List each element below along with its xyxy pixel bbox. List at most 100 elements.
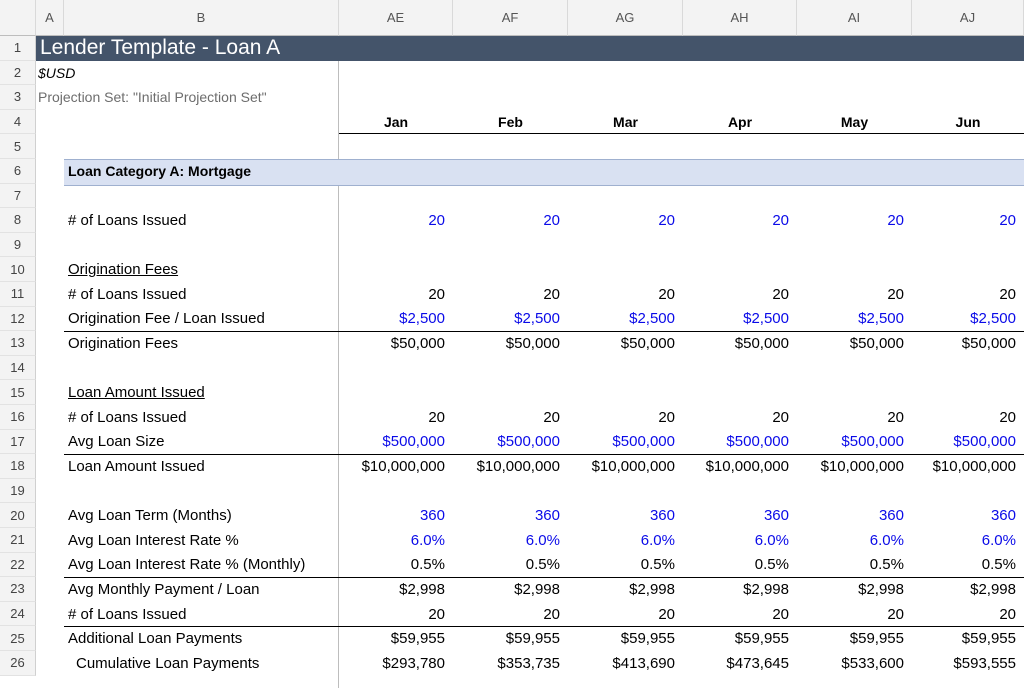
- value-avg-monthly-payment-mar[interactable]: $2,998: [629, 580, 675, 598]
- value-orig-fee-per-loan-jan[interactable]: $2,500: [399, 310, 445, 328]
- row-header-11[interactable]: 11: [0, 282, 36, 307]
- month-header-jan[interactable]: Jan: [383, 114, 409, 131]
- value-loan-amount-issued-may[interactable]: $10,000,000: [820, 457, 904, 475]
- value-additional-payments-may[interactable]: $59,955: [849, 630, 904, 648]
- value-orig-fee-per-loan-feb[interactable]: $2,500: [514, 310, 560, 328]
- value-pay-loans-issued-apr[interactable]: 20: [772, 605, 789, 623]
- value-cumulative-payments-jun[interactable]: $593,555: [953, 654, 1016, 672]
- label-additional-payments[interactable]: Additional Loan Payments: [68, 630, 243, 648]
- label-amt-loans-issued[interactable]: # of Loans Issued: [68, 408, 187, 426]
- projection-set-label[interactable]: Projection Set: "Initial Projection Set": [38, 89, 267, 106]
- value-additional-payments-jan[interactable]: $59,955: [390, 630, 445, 648]
- value-avg-loan-size-may[interactable]: $500,000: [841, 433, 904, 451]
- row-header-8[interactable]: 8: [0, 208, 36, 233]
- value-avg-interest-rate-feb[interactable]: 6.0%: [525, 531, 560, 549]
- value-orig-loans-issued-mar[interactable]: 20: [658, 285, 675, 303]
- column-header-ag[interactable]: AG: [568, 0, 683, 36]
- value-avg-loan-term-mar[interactable]: 360: [649, 507, 675, 525]
- value-cumulative-payments-jan[interactable]: $293,780: [382, 654, 445, 672]
- value-orig-fee-per-loan-mar[interactable]: $2,500: [629, 310, 675, 328]
- column-header-b[interactable]: B: [64, 0, 339, 36]
- value-avg-interest-rate-monthly-jun[interactable]: 0.5%: [981, 556, 1016, 574]
- value-pay-loans-issued-jan[interactable]: 20: [428, 605, 445, 623]
- label-cumulative-payments[interactable]: Cumulative Loan Payments: [76, 654, 260, 672]
- value-loans-issued-input-feb[interactable]: 20: [543, 211, 560, 229]
- row-header-23[interactable]: 23: [0, 577, 36, 602]
- row-header-20[interactable]: 20: [0, 503, 36, 528]
- row-header-25[interactable]: 25: [0, 626, 36, 651]
- value-amt-loans-issued-mar[interactable]: 20: [658, 408, 675, 426]
- value-loan-amount-issued-feb[interactable]: $10,000,000: [476, 457, 560, 475]
- value-amt-loans-issued-jan[interactable]: 20: [428, 408, 445, 426]
- value-avg-interest-rate-apr[interactable]: 6.0%: [754, 531, 789, 549]
- row-header-14[interactable]: 14: [0, 355, 36, 381]
- value-avg-interest-rate-monthly-apr[interactable]: 0.5%: [754, 556, 789, 574]
- value-additional-payments-apr[interactable]: $59,955: [734, 630, 789, 648]
- currency-label[interactable]: $USD: [38, 64, 76, 81]
- column-header-af[interactable]: AF: [453, 0, 568, 36]
- value-cumulative-payments-apr[interactable]: $473,645: [726, 654, 789, 672]
- value-orig-loans-issued-may[interactable]: 20: [887, 285, 904, 303]
- row-header-2[interactable]: 2: [0, 60, 36, 86]
- value-orig-fee-per-loan-jun[interactable]: $2,500: [970, 310, 1016, 328]
- label-loans-issued-input[interactable]: # of Loans Issued: [68, 211, 187, 229]
- value-orig-loans-issued-jan[interactable]: 20: [428, 285, 445, 303]
- column-header-ah[interactable]: AH: [683, 0, 797, 36]
- month-header-feb[interactable]: Feb: [498, 114, 523, 131]
- value-orig-loans-issued-jun[interactable]: 20: [999, 285, 1016, 303]
- value-loan-amount-issued-apr[interactable]: $10,000,000: [705, 457, 789, 475]
- value-orig-loans-issued-apr[interactable]: 20: [772, 285, 789, 303]
- row-header-13[interactable]: 13: [0, 331, 36, 356]
- month-header-apr[interactable]: Apr: [727, 114, 753, 131]
- value-amt-loans-issued-apr[interactable]: 20: [772, 408, 789, 426]
- value-orig-fee-per-loan-may[interactable]: $2,500: [858, 310, 904, 328]
- row-header-1[interactable]: 1: [0, 36, 36, 61]
- value-orig-fee-per-loan-apr[interactable]: $2,500: [743, 310, 789, 328]
- category-title[interactable]: Loan Category A: Mortgage: [68, 163, 252, 180]
- value-orig-fees-may[interactable]: $50,000: [849, 334, 904, 352]
- section-header-loan-amount-header[interactable]: Loan Amount Issued: [68, 384, 205, 402]
- value-amt-loans-issued-jun[interactable]: 20: [999, 408, 1016, 426]
- value-cumulative-payments-mar[interactable]: $413,690: [612, 654, 675, 672]
- value-additional-payments-mar[interactable]: $59,955: [620, 630, 675, 648]
- row-header-21[interactable]: 21: [0, 528, 36, 553]
- row-header-5[interactable]: 5: [0, 134, 36, 159]
- value-avg-loan-size-jan[interactable]: $500,000: [382, 433, 445, 451]
- value-orig-loans-issued-feb[interactable]: 20: [543, 285, 560, 303]
- value-avg-interest-rate-mar[interactable]: 6.0%: [640, 531, 675, 549]
- value-loan-amount-issued-jun[interactable]: $10,000,000: [932, 457, 1016, 475]
- section-header-origination-header[interactable]: Origination Fees: [68, 261, 179, 279]
- value-additional-payments-jun[interactable]: $59,955: [961, 630, 1016, 648]
- value-avg-interest-rate-jan[interactable]: 6.0%: [410, 531, 445, 549]
- label-avg-loan-size[interactable]: Avg Loan Size: [68, 433, 165, 451]
- row-header-16[interactable]: 16: [0, 405, 36, 430]
- value-avg-monthly-payment-jun[interactable]: $2,998: [970, 580, 1016, 598]
- value-avg-interest-rate-may[interactable]: 6.0%: [869, 531, 904, 549]
- value-avg-loan-size-mar[interactable]: $500,000: [612, 433, 675, 451]
- value-orig-fees-mar[interactable]: $50,000: [620, 334, 675, 352]
- value-loans-issued-input-mar[interactable]: 20: [658, 211, 675, 229]
- row-header-6[interactable]: 6: [0, 159, 36, 184]
- month-header-jun[interactable]: Jun: [955, 114, 981, 131]
- label-avg-interest-rate[interactable]: Avg Loan Interest Rate %: [68, 531, 239, 549]
- row-header-7[interactable]: 7: [0, 183, 36, 209]
- label-avg-monthly-payment[interactable]: Avg Monthly Payment / Loan: [68, 580, 260, 598]
- row-header-10[interactable]: 10: [0, 257, 36, 282]
- column-header-ai[interactable]: AI: [797, 0, 912, 36]
- value-avg-interest-rate-monthly-jan[interactable]: 0.5%: [410, 556, 445, 574]
- value-orig-fees-jan[interactable]: $50,000: [390, 334, 445, 352]
- value-avg-loan-term-may[interactable]: 360: [878, 507, 904, 525]
- value-loan-amount-issued-jan[interactable]: $10,000,000: [361, 457, 445, 475]
- label-pay-loans-issued[interactable]: # of Loans Issued: [68, 605, 187, 623]
- select-all-corner[interactable]: [0, 0, 36, 36]
- row-header-4[interactable]: 4: [0, 109, 36, 135]
- row-header-9[interactable]: 9: [0, 232, 36, 258]
- label-avg-loan-term[interactable]: Avg Loan Term (Months): [68, 507, 232, 525]
- value-loan-amount-issued-mar[interactable]: $10,000,000: [591, 457, 675, 475]
- value-avg-loan-term-jun[interactable]: 360: [990, 507, 1016, 525]
- row-header-18[interactable]: 18: [0, 454, 36, 479]
- value-orig-fees-feb[interactable]: $50,000: [505, 334, 560, 352]
- page-title[interactable]: Lender Template - Loan A: [40, 36, 281, 60]
- value-pay-loans-issued-mar[interactable]: 20: [658, 605, 675, 623]
- value-avg-loan-term-jan[interactable]: 360: [419, 507, 445, 525]
